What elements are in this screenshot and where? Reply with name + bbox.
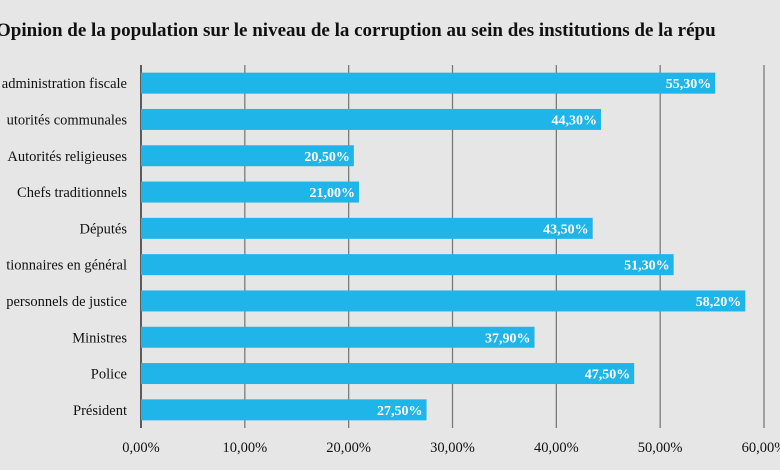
category-label: Chefs traditionnels [17, 185, 127, 201]
bar [141, 217, 593, 239]
x-tick-label: 10,00% [222, 440, 267, 456]
x-tick-label: 20,00% [326, 440, 371, 456]
category-label: Autorités religieuses [7, 149, 127, 165]
data-label: 44,30% [551, 113, 597, 128]
data-label: 21,00% [310, 186, 356, 201]
x-tick-label: 40,00% [534, 440, 579, 456]
bar [141, 145, 354, 167]
bar [141, 290, 746, 312]
bar [141, 363, 635, 385]
chart-title: Opinion de la population sur le niveau d… [0, 20, 716, 41]
bar [141, 72, 716, 94]
data-label: 47,50% [585, 368, 631, 383]
bar [141, 326, 535, 348]
category-label: utorités communales [7, 112, 128, 128]
category-label: Députés [79, 221, 127, 237]
data-label: 51,30% [624, 259, 670, 274]
category-label: Police [91, 367, 127, 383]
x-tick-label: 50,00% [638, 440, 683, 456]
category-label: tionnaires en général [6, 258, 127, 274]
data-label: 43,50% [543, 222, 589, 237]
data-label: 58,20% [696, 295, 742, 310]
bar [141, 399, 427, 421]
data-label: 55,30% [666, 77, 712, 92]
bar [141, 181, 360, 203]
data-label: 27,50% [377, 404, 423, 419]
bar [141, 254, 674, 276]
x-tick-label: 60,00% [742, 440, 780, 456]
bar [141, 108, 601, 130]
x-tick-label: 30,00% [430, 440, 475, 456]
category-label: personnels de justice [6, 294, 127, 310]
category-label: Ministres [72, 330, 127, 346]
category-label: Président [73, 403, 127, 419]
x-tick-label: 0,00% [122, 440, 159, 456]
category-label: administration fiscale [2, 76, 127, 92]
data-label: 20,50% [304, 150, 350, 165]
data-label: 37,90% [485, 331, 531, 346]
